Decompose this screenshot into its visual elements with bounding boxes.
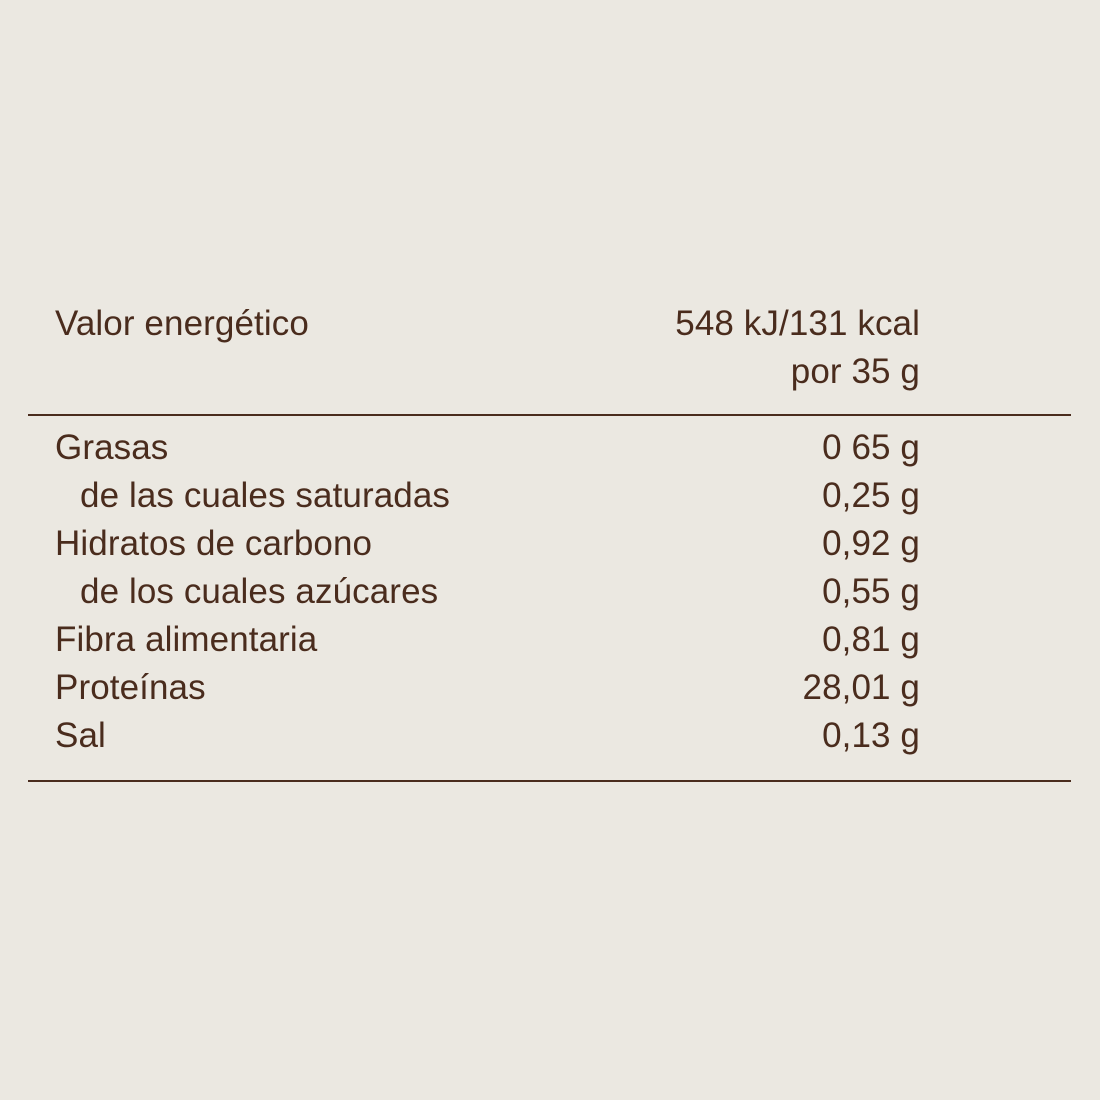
nutrient-value: 0,13 g xyxy=(822,716,920,755)
nutrient-value: 0,55 g xyxy=(822,572,920,611)
nutrient-value: 0,92 g xyxy=(822,524,920,563)
nutrient-rows: Grasas 0 65 g de las cuales saturadas 0,… xyxy=(28,416,1072,760)
nutrient-label: de los cuales azúcares xyxy=(80,572,439,611)
nutrient-value: 0,81 g xyxy=(822,620,920,659)
table-row: de los cuales azúcares 0,55 g xyxy=(28,568,1072,616)
nutrient-value: 0 65 g xyxy=(822,428,920,467)
table-row: Grasas 0 65 g xyxy=(28,424,1072,472)
table-row: de las cuales saturadas 0,25 g xyxy=(28,472,1072,520)
nutrient-label: Fibra alimentaria xyxy=(55,620,318,659)
table-row: Sal 0,13 g xyxy=(28,712,1072,760)
divider-bottom xyxy=(28,780,1071,782)
nutrition-header-row: Valor energético 548 kJ/131 kcal por 35 … xyxy=(28,300,1072,396)
divider-top xyxy=(28,414,1071,416)
table-row: Fibra alimentaria 0,81 g xyxy=(28,616,1072,664)
table-row: Hidratos de carbono 0,92 g xyxy=(28,520,1072,568)
nutrient-value: 0,25 g xyxy=(822,476,920,515)
energy-value: 548 kJ/131 kcal por 35 g xyxy=(675,300,1072,396)
energy-serving-size: por 35 g xyxy=(790,352,920,391)
table-row: Proteínas 28,01 g xyxy=(28,664,1072,712)
nutrient-label: Sal xyxy=(55,716,106,755)
nutrient-label: Hidratos de carbono xyxy=(55,524,373,563)
energy-label: Valor energético xyxy=(55,304,309,343)
nutrient-label: Grasas xyxy=(55,428,169,467)
nutrition-table: Valor energético 548 kJ/131 kcal por 35 … xyxy=(28,300,1072,782)
energy-value-line1: 548 kJ/131 kcal xyxy=(675,304,920,343)
nutrient-label: de las cuales saturadas xyxy=(80,476,451,515)
nutrient-label: Proteínas xyxy=(55,668,206,707)
nutrient-value: 28,01 g xyxy=(802,668,920,707)
